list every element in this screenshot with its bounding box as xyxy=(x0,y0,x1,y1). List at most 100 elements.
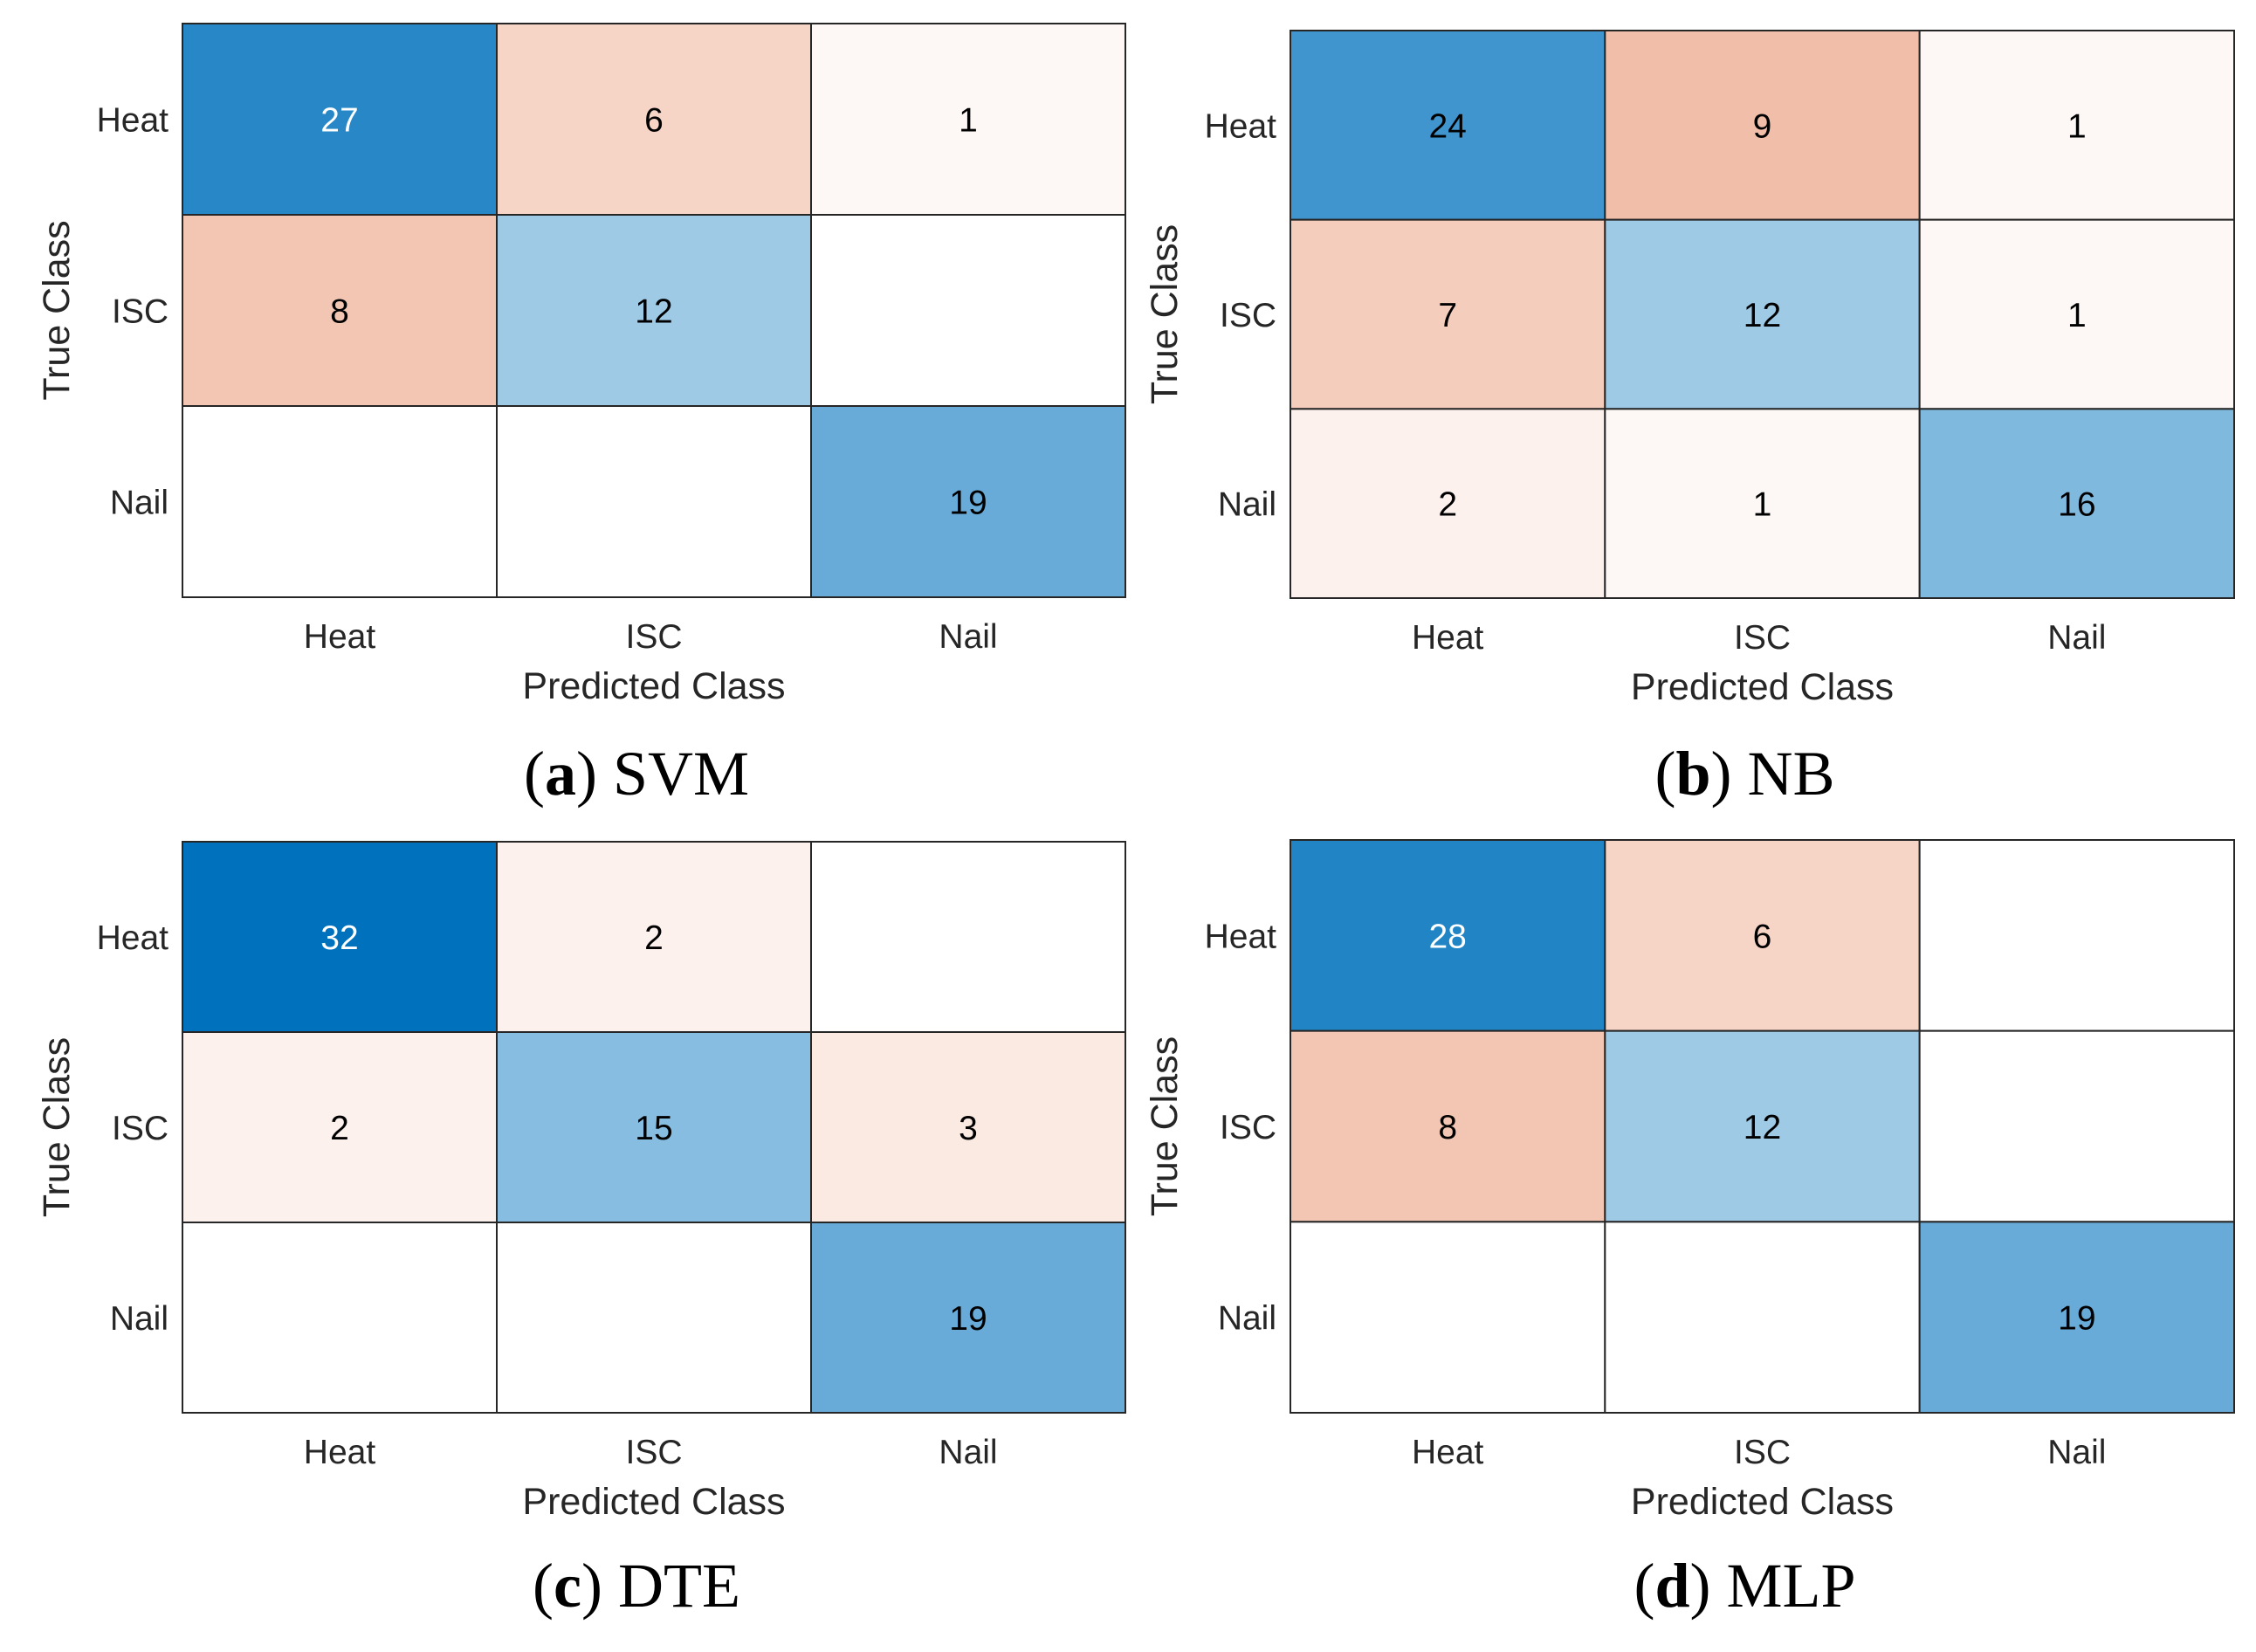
matrix-border xyxy=(1290,30,2235,599)
cell-isc-nail xyxy=(1918,218,2236,410)
cell-value: 27 xyxy=(320,102,358,140)
cell-value: 28 xyxy=(1428,918,1466,955)
row-tick-label: Nail xyxy=(1218,486,1276,524)
caption-letter: b xyxy=(1675,739,1710,809)
confusion-matrix-c: 32 2 2 15 3 19 Heat ISC Nail Heat ISC Nail Predicted… xyxy=(36,841,1126,1621)
cell-isc-heat xyxy=(1290,1029,1606,1223)
caption-name: MLP xyxy=(1726,1551,1855,1621)
confusion-matrix-d: 28 6 8 12 19 Heat ISC Nail Heat ISC Nail Predicted … xyxy=(1144,839,2236,1621)
cell-isc-nail xyxy=(810,1031,1126,1223)
cell-value: 1 xyxy=(959,102,978,140)
col-tick-label: Nail xyxy=(2047,619,2106,657)
cell-nail-heat xyxy=(182,1222,498,1414)
row-tick-label: Heat xyxy=(97,102,169,140)
cell-value: 16 xyxy=(2058,486,2095,524)
caption-letter: d xyxy=(1654,1551,1689,1621)
cell-nail-isc xyxy=(1604,408,1921,600)
cell-value: 1 xyxy=(2067,107,2087,145)
cell-value: 8 xyxy=(330,293,349,331)
matrix-border xyxy=(1290,839,2235,1414)
cell-heat-nail xyxy=(1918,839,2236,1032)
row-tick-label: ISC xyxy=(1220,1109,1276,1146)
x-axis-label: Predicted Class xyxy=(1631,1481,1894,1523)
cell-nail-isc xyxy=(496,1222,812,1414)
row-tick-label: Heat xyxy=(1205,918,1277,955)
row-tick-label: ISC xyxy=(112,1110,169,1147)
subfigure-caption: (b) NB xyxy=(1654,739,1834,809)
cell-isc-nail xyxy=(810,214,1126,407)
cell-value: 6 xyxy=(644,102,664,140)
confusion-matrix-a: 27 6 1 8 12 19 Heat ISC Nail Heat ISC Nail Predicted… xyxy=(36,23,1126,809)
cell-value: 9 xyxy=(1753,107,1772,145)
col-tick-label: Nail xyxy=(939,1434,997,1471)
cell-isc-isc xyxy=(1604,218,1921,410)
subfigure-caption: (a) SVM xyxy=(524,739,749,809)
cell-isc-isc xyxy=(496,214,812,407)
cell-isc-heat xyxy=(182,1031,498,1223)
col-tick-label: Heat xyxy=(304,1434,376,1471)
col-tick-label: Nail xyxy=(2047,1434,2106,1471)
cell-value: 19 xyxy=(949,1300,987,1338)
cell-heat-isc xyxy=(1604,30,1921,221)
cell-value: 1 xyxy=(2067,297,2087,334)
cell-heat-nail xyxy=(1918,30,2236,221)
cell-nail-heat xyxy=(1290,408,1606,600)
caption-letter: a xyxy=(545,739,576,809)
cell-nail-heat xyxy=(1290,1221,1606,1415)
row-tick-label: Heat xyxy=(97,919,169,957)
subfigure-caption: (c) DTE xyxy=(533,1551,740,1621)
cell-value: 24 xyxy=(1428,107,1466,145)
cell-value: 19 xyxy=(949,485,987,522)
matrix-border xyxy=(182,841,1126,1414)
col-tick-label: Heat xyxy=(1412,1434,1484,1471)
cell-value: 19 xyxy=(2058,1300,2095,1338)
col-tick-label: Nail xyxy=(939,618,997,656)
cell-heat-heat xyxy=(1290,839,1606,1032)
cell-value: 1 xyxy=(1753,486,1772,524)
y-axis-label: True Class xyxy=(36,220,78,400)
row-tick-label: Nail xyxy=(110,485,169,522)
cell-isc-heat xyxy=(1290,218,1606,410)
cell-nail-nail xyxy=(1918,1221,2236,1415)
cell-heat-nail xyxy=(810,841,1126,1033)
cell-value: 7 xyxy=(1438,297,1457,334)
row-tick-label: Nail xyxy=(110,1300,169,1338)
row-tick-label: ISC xyxy=(112,293,169,331)
cell-heat-heat xyxy=(182,841,498,1033)
cell-value: 15 xyxy=(635,1110,672,1147)
cell-nail-nail xyxy=(1918,408,2236,600)
col-tick-label: Heat xyxy=(304,618,376,656)
cell-heat-isc xyxy=(496,841,812,1033)
cell-isc-heat xyxy=(182,214,498,407)
caption-name: SVM xyxy=(613,739,749,809)
cell-value: 3 xyxy=(959,1110,978,1147)
y-axis-label: True Class xyxy=(1144,1036,1186,1216)
x-axis-label: Predicted Class xyxy=(1631,666,1894,708)
cell-nail-isc xyxy=(1604,1221,1921,1415)
matrix-border xyxy=(182,23,1126,598)
cell-heat-heat xyxy=(182,23,498,216)
caption-letter: c xyxy=(554,1551,581,1621)
col-tick-label: ISC xyxy=(1734,619,1791,657)
cell-isc-isc xyxy=(496,1031,812,1223)
col-tick-label: ISC xyxy=(625,618,682,656)
cell-value: 2 xyxy=(1438,486,1457,524)
subfigure-caption: (d) MLP xyxy=(1634,1551,1855,1621)
cell-value: 12 xyxy=(1744,297,1781,334)
y-axis-label: True Class xyxy=(1144,224,1186,404)
cell-heat-isc xyxy=(496,23,812,216)
row-tick-label: Heat xyxy=(1205,107,1277,145)
cell-value: 8 xyxy=(1438,1109,1457,1146)
cell-value: 6 xyxy=(1753,918,1772,955)
x-axis-label: Predicted Class xyxy=(522,665,785,707)
col-tick-label: Heat xyxy=(1412,619,1484,657)
caption-name: DTE xyxy=(618,1551,740,1621)
caption-name: NB xyxy=(1747,739,1834,809)
cell-value: 12 xyxy=(635,293,672,331)
cell-isc-nail xyxy=(1918,1029,2236,1223)
cell-value: 2 xyxy=(644,919,664,957)
cell-nail-nail xyxy=(810,1222,1126,1414)
cell-value: 12 xyxy=(1744,1109,1781,1146)
